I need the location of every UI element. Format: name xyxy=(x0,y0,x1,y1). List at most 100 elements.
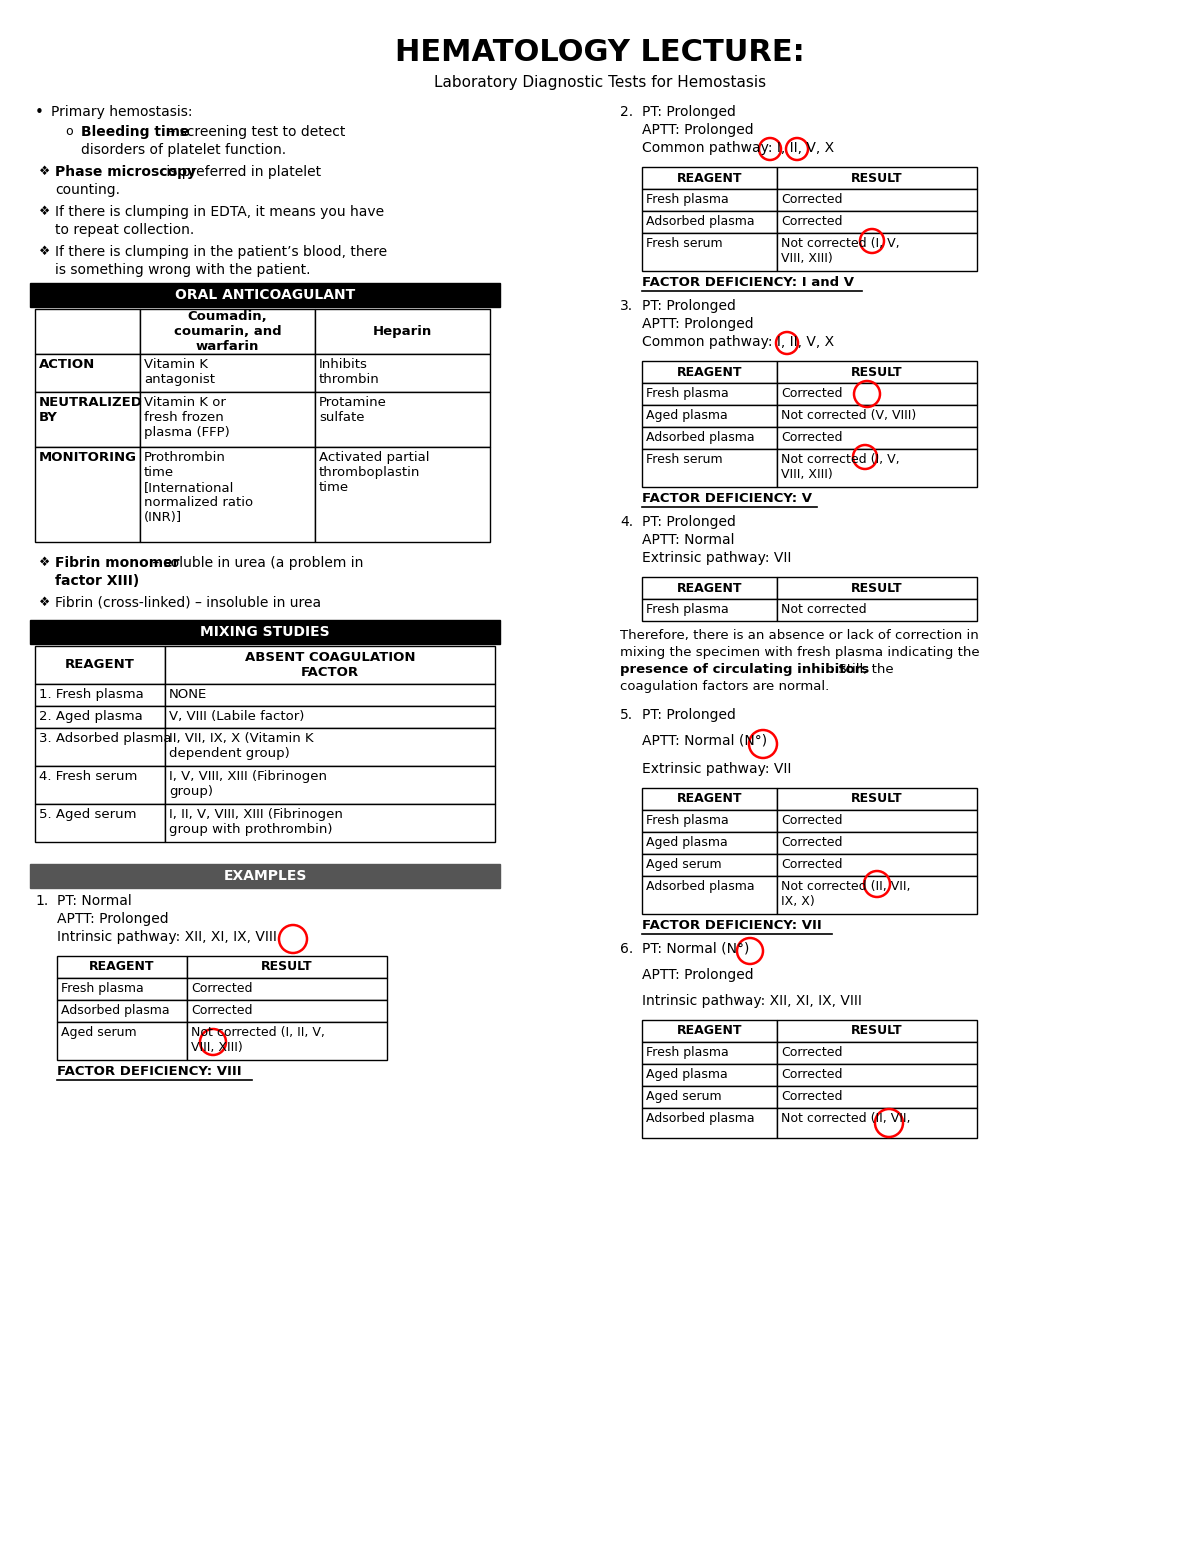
Text: mixing the specimen with fresh plasma indicating the: mixing the specimen with fresh plasma in… xyxy=(620,646,979,658)
Text: Fresh plasma: Fresh plasma xyxy=(646,814,728,828)
Text: V, VIII (Labile factor): V, VIII (Labile factor) xyxy=(169,710,305,724)
FancyBboxPatch shape xyxy=(642,832,778,854)
Text: RESULT: RESULT xyxy=(851,581,902,595)
FancyBboxPatch shape xyxy=(642,449,778,488)
Text: Corrected: Corrected xyxy=(781,857,842,871)
Text: FACTOR DEFICIENCY: V: FACTOR DEFICIENCY: V xyxy=(642,492,812,505)
Text: – soluble in urea (a problem in: – soluble in urea (a problem in xyxy=(148,556,364,570)
Text: Not corrected (I, V,
VIII, XIII): Not corrected (I, V, VIII, XIII) xyxy=(781,238,900,266)
FancyBboxPatch shape xyxy=(778,1107,977,1138)
FancyBboxPatch shape xyxy=(314,354,490,391)
FancyBboxPatch shape xyxy=(35,707,166,728)
FancyBboxPatch shape xyxy=(642,599,778,621)
Text: Aged serum: Aged serum xyxy=(646,857,721,871)
FancyBboxPatch shape xyxy=(35,354,140,391)
FancyBboxPatch shape xyxy=(778,1042,977,1064)
FancyBboxPatch shape xyxy=(140,391,314,447)
Text: counting.: counting. xyxy=(55,183,120,197)
Text: Aged plasma: Aged plasma xyxy=(646,836,727,849)
Text: Fresh plasma: Fresh plasma xyxy=(646,193,728,207)
FancyBboxPatch shape xyxy=(642,427,778,449)
Text: MONITORING: MONITORING xyxy=(38,450,137,464)
FancyBboxPatch shape xyxy=(30,863,500,888)
Text: APTT: Normal (N°): APTT: Normal (N°) xyxy=(642,735,767,749)
FancyBboxPatch shape xyxy=(187,957,386,978)
Text: o: o xyxy=(65,124,73,138)
FancyBboxPatch shape xyxy=(778,233,977,272)
FancyBboxPatch shape xyxy=(187,1000,386,1022)
Text: Fresh serum: Fresh serum xyxy=(646,453,722,466)
FancyBboxPatch shape xyxy=(166,707,496,728)
FancyBboxPatch shape xyxy=(30,620,500,644)
Text: Adsorbed plasma: Adsorbed plasma xyxy=(646,432,755,444)
FancyBboxPatch shape xyxy=(642,1020,778,1042)
Text: factor XIII): factor XIII) xyxy=(55,575,139,589)
Text: ❖: ❖ xyxy=(38,165,50,179)
Text: APTT: Prolonged: APTT: Prolonged xyxy=(642,317,754,331)
FancyBboxPatch shape xyxy=(778,189,977,211)
Text: 4.: 4. xyxy=(620,516,634,530)
Text: 1.: 1. xyxy=(35,895,48,909)
Text: ABSENT COAGULATION
FACTOR: ABSENT COAGULATION FACTOR xyxy=(245,651,415,679)
Text: REAGENT: REAGENT xyxy=(89,960,155,974)
Text: Prothrombin
time
[International
normalized ratio
(INR)]: Prothrombin time [International normaliz… xyxy=(144,450,253,523)
Text: Not corrected: Not corrected xyxy=(781,603,866,617)
FancyBboxPatch shape xyxy=(642,578,778,599)
Text: Inhibits
thrombin: Inhibits thrombin xyxy=(319,359,379,387)
FancyBboxPatch shape xyxy=(778,787,977,811)
FancyBboxPatch shape xyxy=(778,876,977,915)
Text: II, VII, IX, X (Vitamin K
dependent group): II, VII, IX, X (Vitamin K dependent grou… xyxy=(169,731,313,759)
FancyBboxPatch shape xyxy=(778,832,977,854)
Text: Therefore, there is an absence or lack of correction in: Therefore, there is an absence or lack o… xyxy=(620,629,979,641)
Text: Fresh plasma: Fresh plasma xyxy=(646,387,728,401)
FancyBboxPatch shape xyxy=(778,360,977,384)
FancyBboxPatch shape xyxy=(35,391,140,447)
Text: 6.: 6. xyxy=(620,943,634,957)
Text: Corrected: Corrected xyxy=(781,1090,842,1103)
Text: Phase microscopy: Phase microscopy xyxy=(55,165,196,179)
FancyBboxPatch shape xyxy=(35,447,140,542)
FancyBboxPatch shape xyxy=(58,957,187,978)
FancyBboxPatch shape xyxy=(642,854,778,876)
Text: Protamine
sulfate: Protamine sulfate xyxy=(319,396,386,424)
Text: PT: Prolonged: PT: Prolonged xyxy=(642,516,736,530)
Text: Common pathway: I, II, V, X: Common pathway: I, II, V, X xyxy=(642,335,834,349)
FancyBboxPatch shape xyxy=(778,405,977,427)
Text: Bleeding time: Bleeding time xyxy=(82,124,190,140)
FancyBboxPatch shape xyxy=(35,683,166,707)
Text: Corrected: Corrected xyxy=(781,814,842,828)
FancyBboxPatch shape xyxy=(314,309,490,354)
Text: Extrinsic pathway: VII: Extrinsic pathway: VII xyxy=(642,551,791,565)
FancyBboxPatch shape xyxy=(187,1022,386,1061)
Text: Corrected: Corrected xyxy=(781,1068,842,1081)
Text: is something wrong with the patient.: is something wrong with the patient. xyxy=(55,262,311,276)
FancyBboxPatch shape xyxy=(166,728,496,766)
FancyBboxPatch shape xyxy=(778,854,977,876)
FancyBboxPatch shape xyxy=(642,1042,778,1064)
Text: HEMATOLOGY LECTURE:: HEMATOLOGY LECTURE: xyxy=(395,37,805,67)
Text: Aged plasma: Aged plasma xyxy=(646,408,727,422)
FancyBboxPatch shape xyxy=(35,728,166,766)
FancyBboxPatch shape xyxy=(642,189,778,211)
Text: Not corrected (II, VII,: Not corrected (II, VII, xyxy=(781,1112,911,1124)
Text: ORAL ANTICOAGULANT: ORAL ANTICOAGULANT xyxy=(175,287,355,301)
Text: MIXING STUDIES: MIXING STUDIES xyxy=(200,624,330,638)
Text: •: • xyxy=(35,106,44,120)
Text: RESULT: RESULT xyxy=(851,171,902,185)
Text: Vitamin K
antagonist: Vitamin K antagonist xyxy=(144,359,215,387)
FancyBboxPatch shape xyxy=(30,283,500,307)
Text: APTT: Normal: APTT: Normal xyxy=(642,533,734,547)
Text: REAGENT: REAGENT xyxy=(65,658,134,671)
FancyBboxPatch shape xyxy=(642,876,778,915)
Text: coagulation factors are normal.: coagulation factors are normal. xyxy=(620,680,829,693)
Text: 4. Fresh serum: 4. Fresh serum xyxy=(38,770,137,783)
FancyBboxPatch shape xyxy=(58,978,187,1000)
Text: – screening test to detect: – screening test to detect xyxy=(164,124,346,140)
Text: Aged serum: Aged serum xyxy=(646,1090,721,1103)
Text: Corrected: Corrected xyxy=(781,214,842,228)
Text: Corrected: Corrected xyxy=(781,432,842,444)
Text: Fresh plasma: Fresh plasma xyxy=(646,1047,728,1059)
Text: Not corrected (I, V,
VIII, XIII): Not corrected (I, V, VIII, XIII) xyxy=(781,453,900,481)
FancyBboxPatch shape xyxy=(778,211,977,233)
Text: Extrinsic pathway: VII: Extrinsic pathway: VII xyxy=(642,763,791,776)
